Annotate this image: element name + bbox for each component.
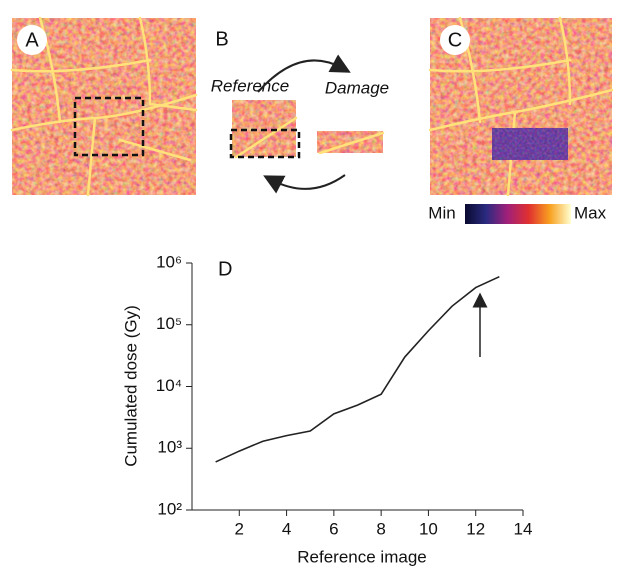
panel-c: C Min Max bbox=[428, 16, 614, 224]
damage-label: Damage bbox=[325, 78, 389, 97]
panel-a: A bbox=[10, 16, 198, 197]
colorbar-max: Max bbox=[574, 203, 607, 222]
x-tick-label: 14 bbox=[514, 519, 533, 538]
y-tick-label: 10⁶ bbox=[156, 252, 182, 271]
damaged-area bbox=[492, 128, 568, 160]
x-tick-label: 2 bbox=[235, 519, 244, 538]
x-tick-label: 10 bbox=[419, 519, 438, 538]
data-line bbox=[215, 275, 500, 463]
veins bbox=[318, 131, 385, 155]
chart: D Reference image Cumulated dose (Gy) 10… bbox=[121, 252, 532, 566]
reference-label: Reference bbox=[211, 76, 289, 95]
x-tick-label: 12 bbox=[466, 519, 485, 538]
x-tick-label: 8 bbox=[376, 519, 385, 538]
reference-image bbox=[232, 100, 296, 157]
panel-label: D bbox=[218, 258, 232, 280]
panel-label: C bbox=[448, 29, 462, 51]
x-axis-label: Reference image bbox=[297, 547, 426, 566]
panel-label: B bbox=[215, 28, 228, 50]
veins bbox=[10, 16, 198, 197]
panel-b: B Reference Damage bbox=[211, 28, 389, 194]
y-axis-label: Cumulated dose (Gy) bbox=[121, 305, 140, 467]
colorbar-min: Min bbox=[428, 203, 455, 222]
veins bbox=[234, 116, 298, 159]
panel-label: A bbox=[25, 29, 39, 51]
roi-box bbox=[73, 96, 145, 157]
y-tick-label: 10⁴ bbox=[156, 376, 182, 395]
y-tick-label: 10² bbox=[157, 499, 182, 518]
colorbar bbox=[465, 204, 571, 224]
arrow bbox=[263, 174, 346, 194]
label-circle bbox=[17, 25, 47, 55]
y-tick-label: 10⁵ bbox=[156, 314, 182, 333]
y-tick-label: 10³ bbox=[157, 438, 182, 457]
x-tick-label: 6 bbox=[329, 519, 338, 538]
x-tick-label: 4 bbox=[282, 519, 291, 538]
roi-box bbox=[229, 128, 301, 159]
arrow bbox=[257, 54, 351, 93]
label-circle bbox=[440, 25, 470, 55]
